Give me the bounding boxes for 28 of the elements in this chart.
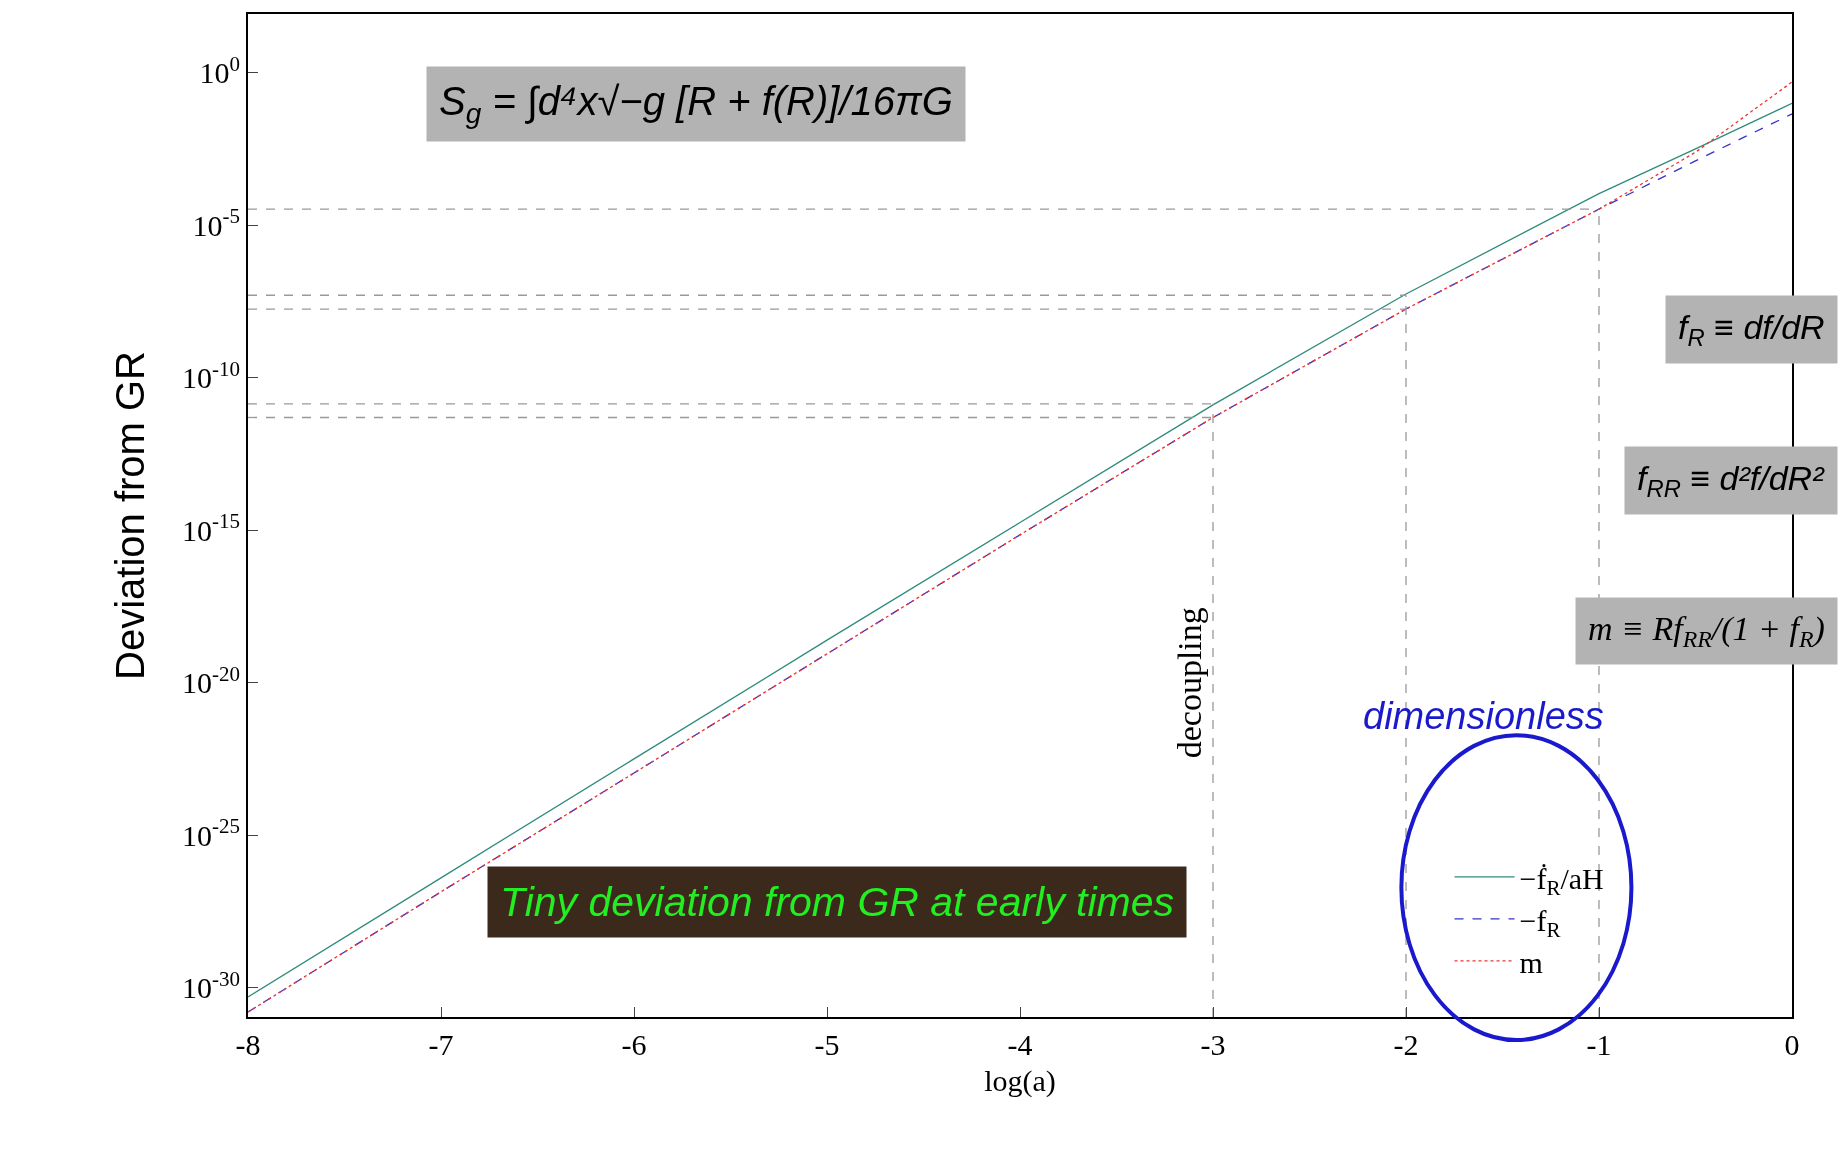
- x-tick-label: -4: [1007, 1028, 1033, 1061]
- legend-label: m: [1519, 945, 1543, 979]
- annotation: m ≡ Rf$_{RR}$/(1 + f$_{R}$): [1588, 610, 1825, 653]
- y-axis-title: Deviation from GR: [108, 351, 152, 680]
- x-tick-label: -1: [1586, 1028, 1612, 1061]
- legend-label: −ḟ$_{R}$/aH: [1519, 861, 1604, 900]
- x-tick-label: 0: [1784, 1028, 1800, 1061]
- y-tick-label: 10$^{-5}$: [192, 204, 240, 242]
- y-tick-label: 10$^{-10}$: [182, 356, 240, 395]
- y-tick-label: 10$^{-25}$: [182, 814, 240, 852]
- y-tick-label: 10$^{-20}$: [182, 661, 240, 700]
- annotation: f$_{RR}$ ≡ d²f/dR²: [1637, 459, 1826, 503]
- x-tick-label: -6: [621, 1028, 647, 1061]
- annotation: decoupling: [1170, 607, 1208, 759]
- x-tick-label: -2: [1393, 1028, 1419, 1061]
- annotation: dimensionless: [1363, 695, 1604, 737]
- y-tick-label: 10$^{-30}$: [182, 966, 240, 1005]
- x-tick-label: -8: [235, 1028, 261, 1061]
- annotation: f$_{R}$ ≡ df/dR: [1678, 308, 1825, 352]
- y-tick-label: 10$^{0}$: [199, 51, 240, 90]
- x-tick-label: -3: [1200, 1028, 1226, 1061]
- annotation: Tiny deviation from GR at early times: [500, 879, 1175, 925]
- y-tick-label: 10$^{-15}$: [182, 509, 240, 547]
- legend-label: −f$_{R}$: [1519, 903, 1561, 942]
- annotation: S$_{g}$ = ∫d⁴x√−g [R + f(R)]/16πG: [439, 79, 953, 130]
- x-axis-title: log(a): [984, 1064, 1056, 1098]
- x-tick-label: -7: [428, 1028, 454, 1061]
- x-tick-label: -5: [814, 1028, 840, 1061]
